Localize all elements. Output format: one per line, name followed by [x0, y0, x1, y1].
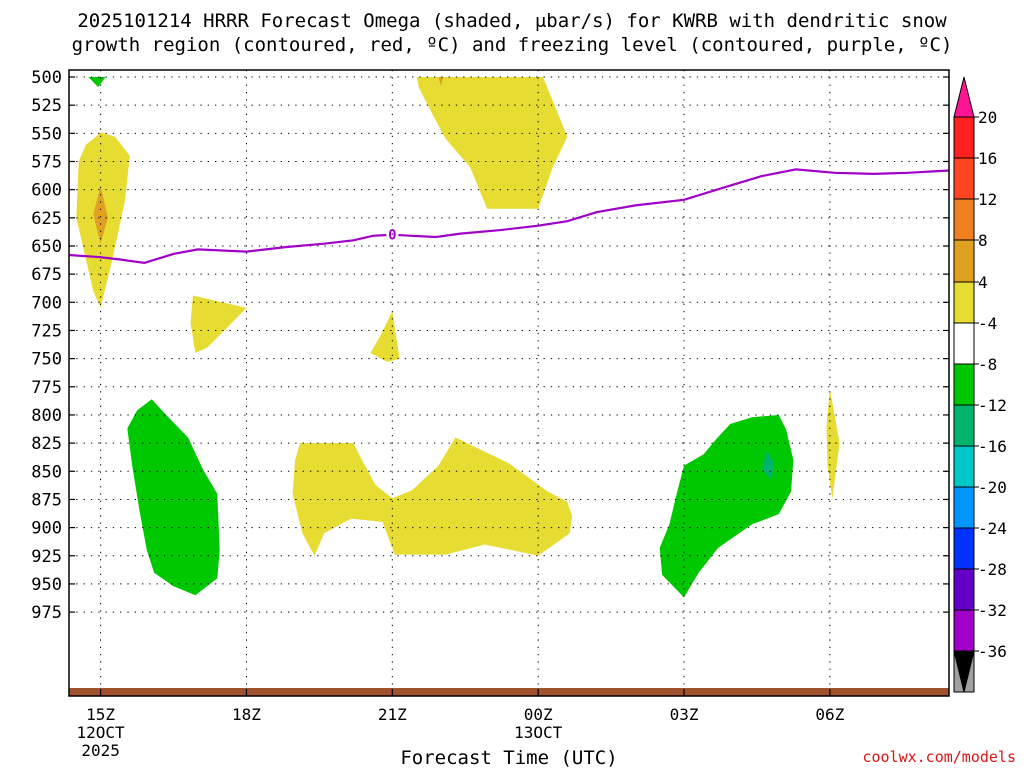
stronger-upward-15z: [93, 186, 108, 244]
colorbar-label: -8: [978, 355, 997, 374]
x-axis-label: Forecast Time (UTC): [400, 747, 617, 768]
freezing-level-line: [68, 168, 950, 265]
colorbar-swatch: [953, 363, 975, 406]
x-tick-label: 21Z: [378, 705, 407, 724]
credit-text: coolwx.com/models: [862, 748, 1016, 766]
colorbar-swatch: [953, 281, 975, 324]
chart-title-line2: growth region (contoured, red, ºC) and f…: [71, 34, 953, 56]
colorbar-swatch: [953, 404, 975, 447]
y-tick-label: 700: [31, 293, 62, 313]
x-tick-year: 2025: [81, 741, 120, 760]
y-tick-label: 775: [31, 378, 62, 398]
colorbar-label: 20: [978, 108, 997, 127]
upward-motion-22z-upper: [416, 77, 568, 209]
colorbar-label: -28: [978, 560, 1007, 579]
y-tick-label: 625: [31, 209, 62, 229]
colorbar-swatch: [953, 609, 975, 652]
downward-motion-05z-core: [761, 451, 774, 481]
colorbar-swatch: [953, 239, 975, 283]
plot-frame: [68, 69, 950, 697]
pressure-axis: 500 525 550 575 600 625 650 675 700 725 750 775 800 8…: [31, 68, 949, 623]
y-tick-label: 575: [31, 152, 62, 172]
colorbar-label: 8: [978, 231, 988, 250]
y-tick-label: 950: [31, 575, 62, 595]
colorbar-swatch: [953, 445, 975, 488]
downward-motion-15z-top: [88, 77, 106, 88]
y-tick-label: 825: [31, 434, 62, 454]
surface-terrain: [69, 688, 949, 696]
y-tick-label: 675: [31, 265, 62, 285]
freezing-level-contour: 0: [68, 168, 950, 265]
grid-lines: [69, 70, 949, 696]
colorbar: 20 16 12 8 4 -4 -8 -12 -16 -20 -24 -28 -32 -36: [953, 76, 1007, 693]
colorbar-label: -32: [978, 601, 1007, 620]
colorbar-swatch: [953, 157, 975, 200]
y-tick-label: 725: [31, 321, 62, 341]
colorbar-label: -36: [978, 642, 1007, 661]
y-tick-label: 875: [31, 490, 62, 510]
x-tick-date: 12OCT: [77, 723, 126, 742]
colorbar-bottom-arrow: [953, 650, 975, 693]
y-tick-label: 600: [31, 181, 62, 201]
y-tick-label: 750: [31, 350, 62, 370]
chart-title-line1: 2025101214 HRRR Forecast Omega (shaded, …: [77, 10, 947, 32]
upward-motion-22z-speck: [438, 77, 444, 86]
colorbar-label: -12: [978, 396, 1007, 415]
x-tick-label: 06Z: [815, 705, 844, 724]
y-tick-label: 925: [31, 547, 62, 567]
colorbar-label: 12: [978, 190, 997, 209]
y-tick-label: 550: [31, 124, 62, 144]
colorbar-label: -4: [978, 314, 997, 333]
colorbar-swatch: [953, 198, 975, 241]
y-tick-label: 850: [31, 462, 62, 482]
downward-motion-03z: [659, 415, 794, 598]
surface-layer: [69, 688, 949, 696]
y-tick-label: 800: [31, 406, 62, 426]
colorbar-swatch: [953, 486, 975, 529]
upward-motion-21z-mid: [370, 311, 400, 362]
omega-shaded-regions: [76, 77, 840, 598]
y-tick-label: 525: [31, 96, 62, 116]
colorbar-swatch: [953, 527, 975, 570]
colorbar-label: -24: [978, 519, 1007, 538]
colorbar-label: -20: [978, 478, 1007, 497]
y-tick-label: 975: [31, 603, 62, 623]
upward-motion-06z-low: [826, 389, 840, 500]
freezing-level-label: 0: [388, 228, 396, 244]
x-tick-label: 15Z: [86, 705, 115, 724]
upward-motion-17z: [190, 295, 247, 353]
y-tick-label: 650: [31, 237, 62, 257]
colorbar-label: -16: [978, 437, 1007, 456]
x-tick-label: 00Z: [524, 705, 553, 724]
upward-motion-low-level: [292, 437, 573, 556]
colorbar-swatch: [953, 322, 975, 365]
x-tick-date: 13OCT: [514, 723, 563, 742]
colorbar-top-arrow: [953, 76, 975, 118]
colorbar-label: 4: [978, 273, 988, 292]
freezing-label-bg: [386, 226, 399, 242]
x-tick-label: 18Z: [232, 705, 261, 724]
colorbar-swatch: [953, 116, 975, 159]
colorbar-swatch: [953, 568, 975, 611]
x-tick-label: 03Z: [670, 705, 699, 724]
y-tick-label: 500: [31, 68, 62, 88]
y-tick-label: 900: [31, 519, 62, 539]
colorbar-label: 16: [978, 149, 997, 168]
downward-motion-16z: [127, 399, 220, 596]
